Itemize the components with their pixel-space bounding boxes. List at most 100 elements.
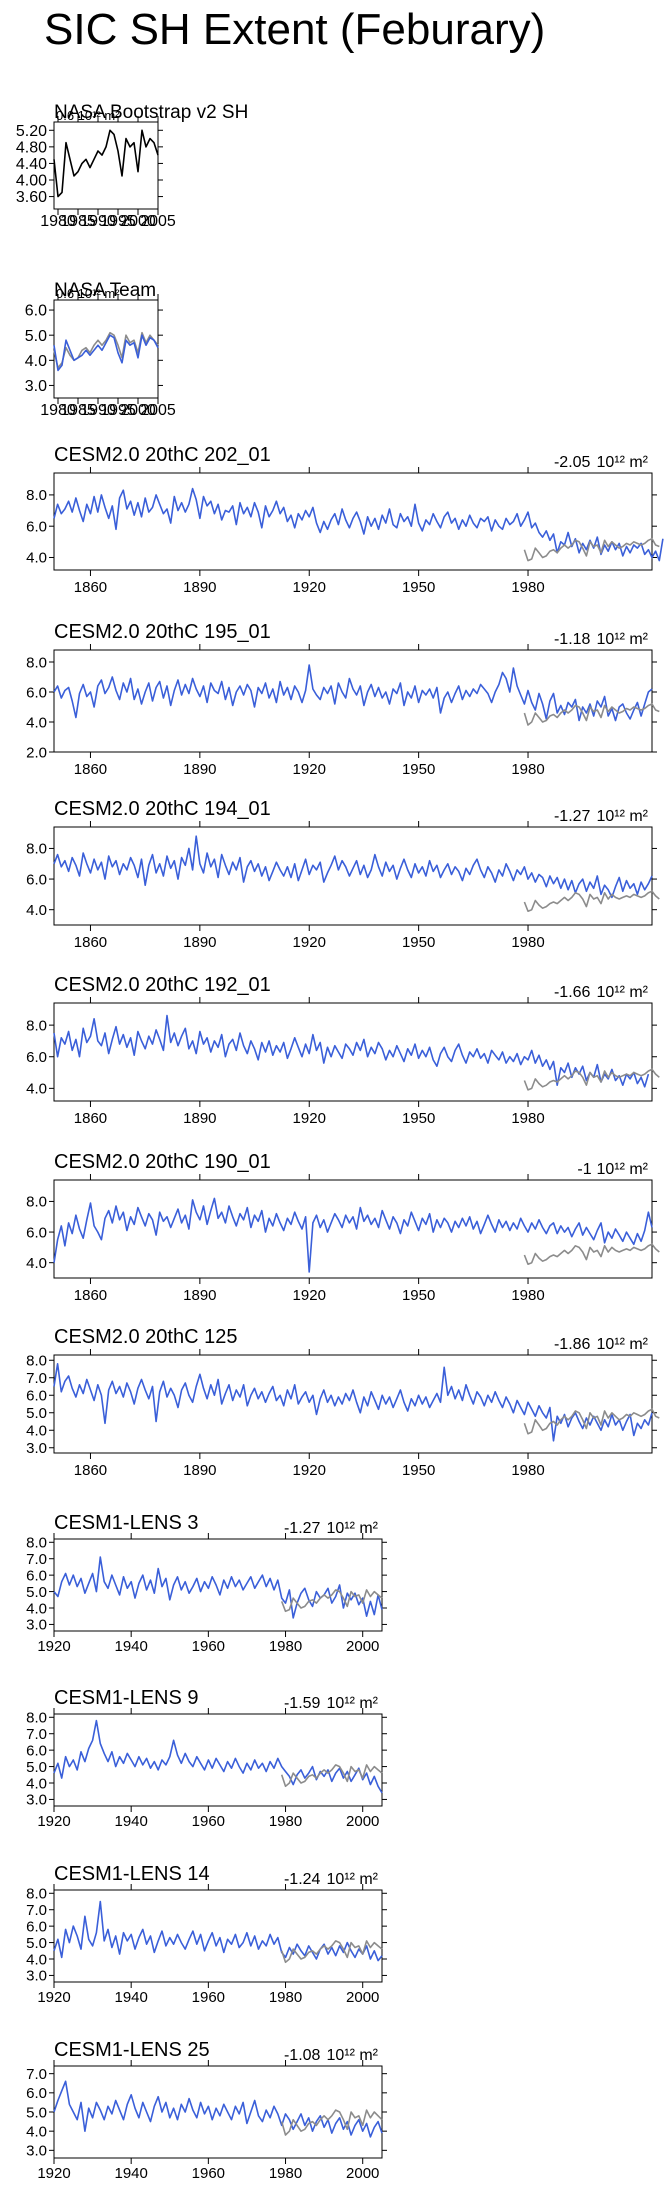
plot-frame [53, 1354, 653, 1454]
panel-6: CESM2.0 20thC 192_01 -1.66 10¹² m² 4.0 6.0 8.… [26, 974, 660, 1127]
x-tick-label: 1960 [192, 2165, 225, 2182]
series-line-model [53, 1556, 383, 1619]
x-tick-label: 1980 [511, 761, 544, 778]
x-tick-label: 1890 [183, 1110, 216, 1127]
series-line-obs [280, 1764, 383, 1788]
x-tick-label: 1940 [114, 1813, 147, 1830]
panel-title: NASA Team [54, 280, 156, 301]
x-tick-label: 1960 [192, 1989, 225, 2006]
series-line-obs [523, 1068, 660, 1091]
panel-title: CESM2.0 20thC 192_01 [54, 974, 271, 996]
x-tick-label: 1960 [192, 1813, 225, 1830]
x-tick-label: 1980 [511, 1110, 544, 1127]
trend-label: -1 10¹² m² [577, 1161, 648, 1178]
y-tick-label: 8.0 [26, 487, 47, 504]
y-tick-label: 3.0 [25, 378, 47, 395]
trend-value: -1.18 [554, 631, 591, 648]
trend-value: -1.08 [284, 2047, 321, 2064]
y-tick-label: 4.0 [26, 1081, 47, 1098]
x-tick-label: 1920 [293, 1287, 326, 1304]
x-tick-label: 1950 [402, 579, 435, 596]
x-tick-label: 1890 [183, 1287, 216, 1304]
y-tick-label: 2.0 [26, 744, 47, 761]
y-tick-label: 5.0 [26, 1584, 47, 1601]
x-tick-label: 1860 [74, 1462, 107, 1479]
y-tick-label: 4.0 [26, 1951, 47, 1968]
trend-units: 10¹² m² [326, 1695, 378, 1712]
y-tick-label: 8.0 [26, 1710, 47, 1727]
y-tick-label: 4.40 [16, 156, 47, 173]
x-tick-label: 2000 [346, 1813, 379, 1830]
trend-units: 10¹² m² [326, 1871, 378, 1888]
x-tick-label: 1980 [269, 1989, 302, 2006]
y-tick-label: 4.0 [26, 1775, 47, 1792]
y-tick-label: 8.0 [26, 654, 47, 671]
plot-frame [53, 472, 653, 571]
y-tick-label: 5.0 [26, 1935, 47, 1952]
y-tick-label: 7.0 [26, 1551, 47, 1568]
panel-title: CESM1-LENS 3 [54, 1512, 199, 1534]
panel-title: CESM1-LENS 14 [54, 1863, 210, 1885]
y-tick-label: 6.0 [26, 871, 47, 888]
overlay-text: 0.6 10¹² m² [56, 108, 120, 123]
panel-3: CESM2.0 20thC 202_01 -2.05 10¹² m² 4.0 6.0 8.… [26, 444, 664, 596]
x-tick-label: 1920 [293, 1110, 326, 1127]
panel-8: CESM2.0 20thC 125 -1.86 10¹² m² 3.04.05.06.… [26, 1326, 660, 1479]
trend-label: -1.59 10¹² m² [284, 1695, 379, 1712]
x-tick-label: 1860 [74, 934, 107, 951]
panel-9: CESM1-LENS 3 -1.27 10¹² m² 3.04.05.06.07.08… [26, 1512, 387, 1655]
trend-label: -1.08 10¹² m² [284, 2047, 379, 2064]
panels: NASA Bootstrap v2 SH0.6 10¹² m²3.604.004… [16, 102, 664, 2182]
x-tick-label: 2005 [140, 213, 176, 230]
series-line-model [53, 487, 664, 562]
trend-units: 10¹² m² [596, 808, 648, 825]
series-line-obs [280, 1589, 383, 1613]
series-line-obs [523, 1408, 660, 1435]
series-line-obs [523, 537, 660, 562]
x-tick-label: 1960 [192, 1638, 225, 1655]
trend-label: -1.27 10¹² m² [554, 808, 649, 825]
series-line-obs [280, 1940, 383, 1964]
x-tick-label: 1990 [80, 213, 116, 230]
x-tick-label: 1940 [114, 2165, 147, 2182]
series-line-model [53, 1719, 383, 1794]
trend-value: -1.24 [284, 1871, 321, 1888]
series-line-model [53, 2080, 383, 2138]
trend-label: -1.24 10¹² m² [284, 1871, 379, 1888]
series-line-obs [523, 703, 660, 726]
x-tick-label: 1980 [40, 213, 76, 230]
y-tick-label: 4.0 [25, 353, 47, 370]
y-tick-label: 5.0 [26, 1405, 47, 1422]
y-tick-label: 8.0 [26, 1353, 47, 1370]
trend-value: -1.66 [554, 984, 591, 1001]
y-tick-label: 4.0 [26, 714, 47, 731]
y-tick-label: 4.00 [16, 173, 47, 190]
overlay-text: 0.6 10¹² m² [56, 286, 120, 301]
y-tick-label: 6.0 [26, 1918, 47, 1935]
panel-title: CESM1-LENS 25 [54, 2039, 210, 2061]
y-tick-label: 8.0 [26, 1017, 47, 1034]
series-line-model [53, 835, 653, 899]
x-tick-label: 1940 [114, 1989, 147, 2006]
y-tick-label: 5.0 [26, 2104, 47, 2121]
x-tick-label: 1890 [183, 1462, 216, 1479]
x-tick-label: 1920 [37, 2165, 70, 2182]
y-tick-label: 6.0 [26, 1049, 47, 1066]
y-tick-label: 6.0 [26, 2085, 47, 2102]
x-tick-label: 1860 [74, 761, 107, 778]
y-tick-label: 4.0 [26, 902, 47, 919]
y-tick-label: 5.20 [16, 123, 47, 140]
x-tick-label: 1980 [511, 579, 544, 596]
x-tick-label: 1860 [74, 1110, 107, 1127]
panel-title: NASA Bootstrap v2 SH [54, 102, 248, 123]
y-tick-label: 4.0 [26, 1600, 47, 1617]
series-line-obs [523, 890, 660, 913]
series-line-obs [280, 2109, 383, 2136]
y-tick-label: 3.60 [16, 189, 47, 206]
x-tick-label: 1920 [293, 579, 326, 596]
panel-4: CESM2.0 20thC 195_01 -1.18 10¹² m² 2.0 4.0 6.… [26, 621, 660, 778]
x-tick-label: 1890 [183, 579, 216, 596]
x-tick-label: 1920 [293, 761, 326, 778]
series-line-model [53, 664, 653, 722]
